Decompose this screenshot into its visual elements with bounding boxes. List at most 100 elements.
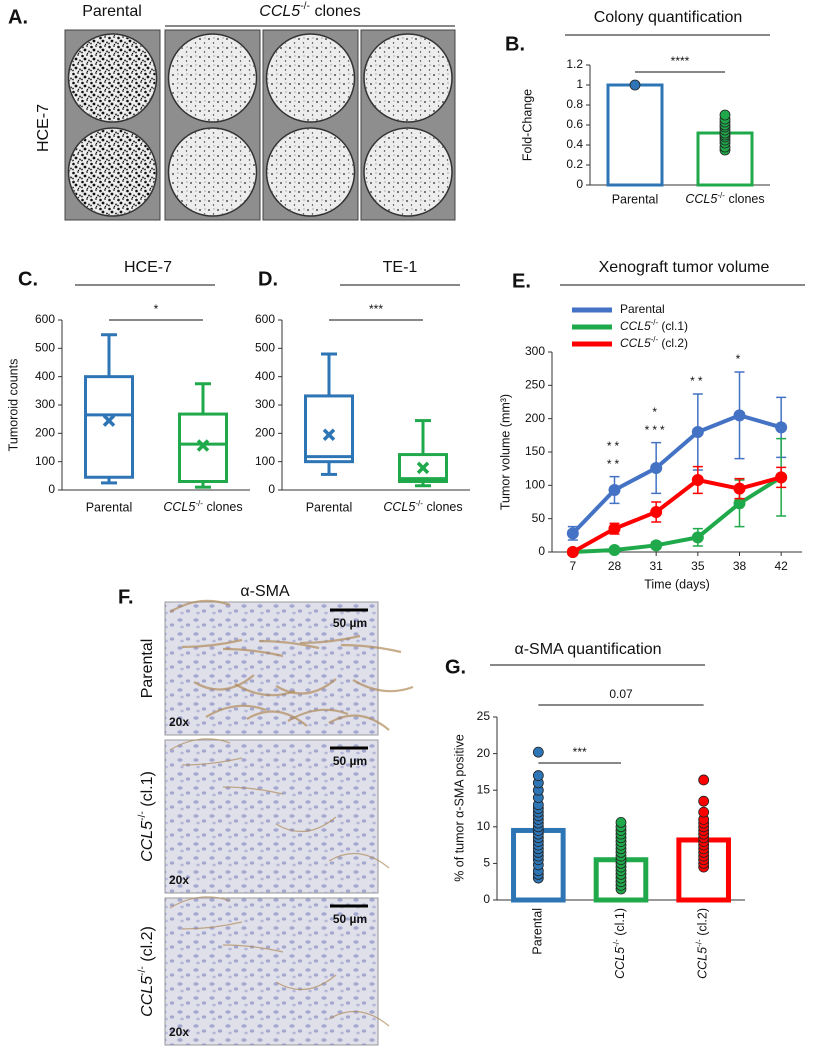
column-header: Parental bbox=[82, 3, 142, 20]
colonies bbox=[267, 129, 354, 215]
y-tick-label: 200 bbox=[525, 411, 545, 425]
panel-label: A. bbox=[8, 6, 28, 28]
y-tick-label: 50 bbox=[532, 511, 546, 525]
colonies bbox=[69, 35, 156, 121]
data-point bbox=[566, 527, 579, 540]
y-tick-label: 400 bbox=[35, 369, 55, 383]
column-header: CCL5-/- clones bbox=[259, 1, 360, 20]
data-point bbox=[691, 474, 704, 486]
micrograph-texture bbox=[165, 740, 378, 893]
panel-label: F. bbox=[118, 586, 134, 608]
data-point bbox=[629, 79, 641, 91]
x-tick-label: CCL5-/- (cl.1) bbox=[612, 908, 628, 979]
data-point bbox=[691, 426, 704, 438]
data-point bbox=[775, 421, 788, 434]
data-point bbox=[615, 817, 627, 828]
chart-title: HCE-7 bbox=[124, 259, 172, 276]
x-tick-label: Parental bbox=[306, 500, 353, 514]
micrograph-texture bbox=[165, 898, 378, 1045]
y-tick-label: 300 bbox=[525, 344, 545, 358]
stroma bbox=[222, 786, 284, 795]
chart: D. TE-1 0 100 200 300 400 500 600 Parental CCL5-/-… bbox=[255, 259, 470, 514]
significance-stars: ** bbox=[690, 374, 705, 388]
y-axis-label: Tumoroid counts bbox=[6, 359, 20, 452]
panel-a: A. Parental CCL5-/- clones HCE-7 bbox=[8, 1, 456, 221]
chart: C. HCE-7 Tumoroid counts 0 100 200 300 400 500 60… bbox=[6, 259, 250, 514]
y-tick-label: 400 bbox=[255, 369, 275, 383]
stroma bbox=[222, 944, 284, 953]
y-tick-label: 25 bbox=[477, 709, 491, 723]
box bbox=[304, 394, 354, 464]
row-label: CCL5-/- (cl.2) bbox=[137, 926, 156, 1017]
chart-title: Colony quantification bbox=[594, 9, 743, 26]
significance-stars: *** bbox=[645, 423, 668, 437]
panel-label: E. bbox=[512, 270, 531, 292]
stroma bbox=[275, 816, 337, 833]
magnification: 20x bbox=[169, 715, 189, 729]
magnification: 20x bbox=[169, 873, 189, 887]
x-tick-label: 38 bbox=[733, 559, 747, 573]
x-tick-label: Parental bbox=[612, 192, 659, 206]
axis-line bbox=[61, 320, 250, 491]
y-tick-label: 15 bbox=[477, 782, 491, 796]
data-point bbox=[650, 539, 663, 552]
y-tick-label: 0 bbox=[48, 482, 55, 496]
mean-marker bbox=[416, 461, 430, 475]
panel-label: D. bbox=[258, 268, 278, 290]
x-tick-label: 31 bbox=[649, 559, 663, 573]
axis-line bbox=[281, 320, 470, 491]
data-point bbox=[698, 795, 710, 807]
chart-title: Xenograft tumor volume bbox=[599, 259, 770, 276]
x-tick-label: CCL5-/- clones bbox=[685, 191, 764, 207]
x-tick-label: Parental bbox=[86, 500, 133, 514]
y-tick-label: 0 bbox=[576, 177, 583, 191]
colonies bbox=[169, 35, 256, 121]
y-tick-label: 1.2 bbox=[566, 57, 583, 71]
panel-label: G. bbox=[445, 656, 466, 678]
series-line bbox=[571, 413, 782, 535]
y-axis-label: % of tumor α-SMA positive bbox=[452, 734, 466, 882]
y-axis-label: Tumor volume (mm³) bbox=[498, 394, 512, 510]
stroma bbox=[169, 599, 231, 613]
stroma bbox=[181, 921, 243, 930]
significance-stars: ** bbox=[607, 457, 622, 471]
legend-label: CCL5-/- (cl.1) bbox=[620, 318, 688, 334]
legend-label: Parental bbox=[620, 302, 665, 316]
y-tick-label: 600 bbox=[35, 312, 55, 326]
significance-stars: * bbox=[736, 352, 744, 366]
y-tick-label: 1 bbox=[576, 77, 583, 91]
colonies bbox=[365, 129, 451, 215]
data-point bbox=[733, 482, 746, 495]
x-tick-label: CCL5-/- clones bbox=[383, 499, 462, 515]
data-point bbox=[608, 544, 621, 556]
data-point bbox=[532, 770, 544, 781]
colonies bbox=[69, 129, 156, 215]
axis-line bbox=[496, 717, 745, 901]
x-tick-label: Parental bbox=[531, 908, 545, 955]
y-tick-label: 200 bbox=[35, 426, 55, 440]
data-point bbox=[691, 531, 704, 544]
y-tick-label: 250 bbox=[525, 378, 545, 392]
data-point bbox=[733, 497, 746, 510]
x-tick-label: CCL5-/- (cl.2) bbox=[694, 908, 710, 979]
y-tick-label: 0.6 bbox=[566, 117, 583, 131]
significance-label: * bbox=[154, 302, 159, 316]
data-point bbox=[775, 471, 788, 484]
data-point bbox=[608, 484, 621, 496]
colonies bbox=[169, 129, 256, 215]
y-tick-label: 0.2 bbox=[566, 157, 583, 171]
y-tick-label: 0.8 bbox=[566, 97, 583, 111]
plates bbox=[64, 29, 456, 221]
row-label: CCL5-/- (cl.1) bbox=[137, 771, 156, 862]
significance-label: *** bbox=[573, 745, 587, 759]
stroma bbox=[234, 683, 296, 697]
legend-label: CCL5-/- (cl.2) bbox=[620, 335, 688, 351]
y-tick-label: 0 bbox=[538, 544, 545, 558]
scale-bar-label: 50 µm bbox=[333, 616, 367, 630]
y-tick-label: 300 bbox=[35, 397, 55, 411]
row-label: HCE-7 bbox=[35, 104, 52, 152]
significance-stars: * bbox=[652, 405, 660, 419]
series-line bbox=[571, 475, 782, 554]
y-tick-label: 5 bbox=[483, 856, 490, 870]
